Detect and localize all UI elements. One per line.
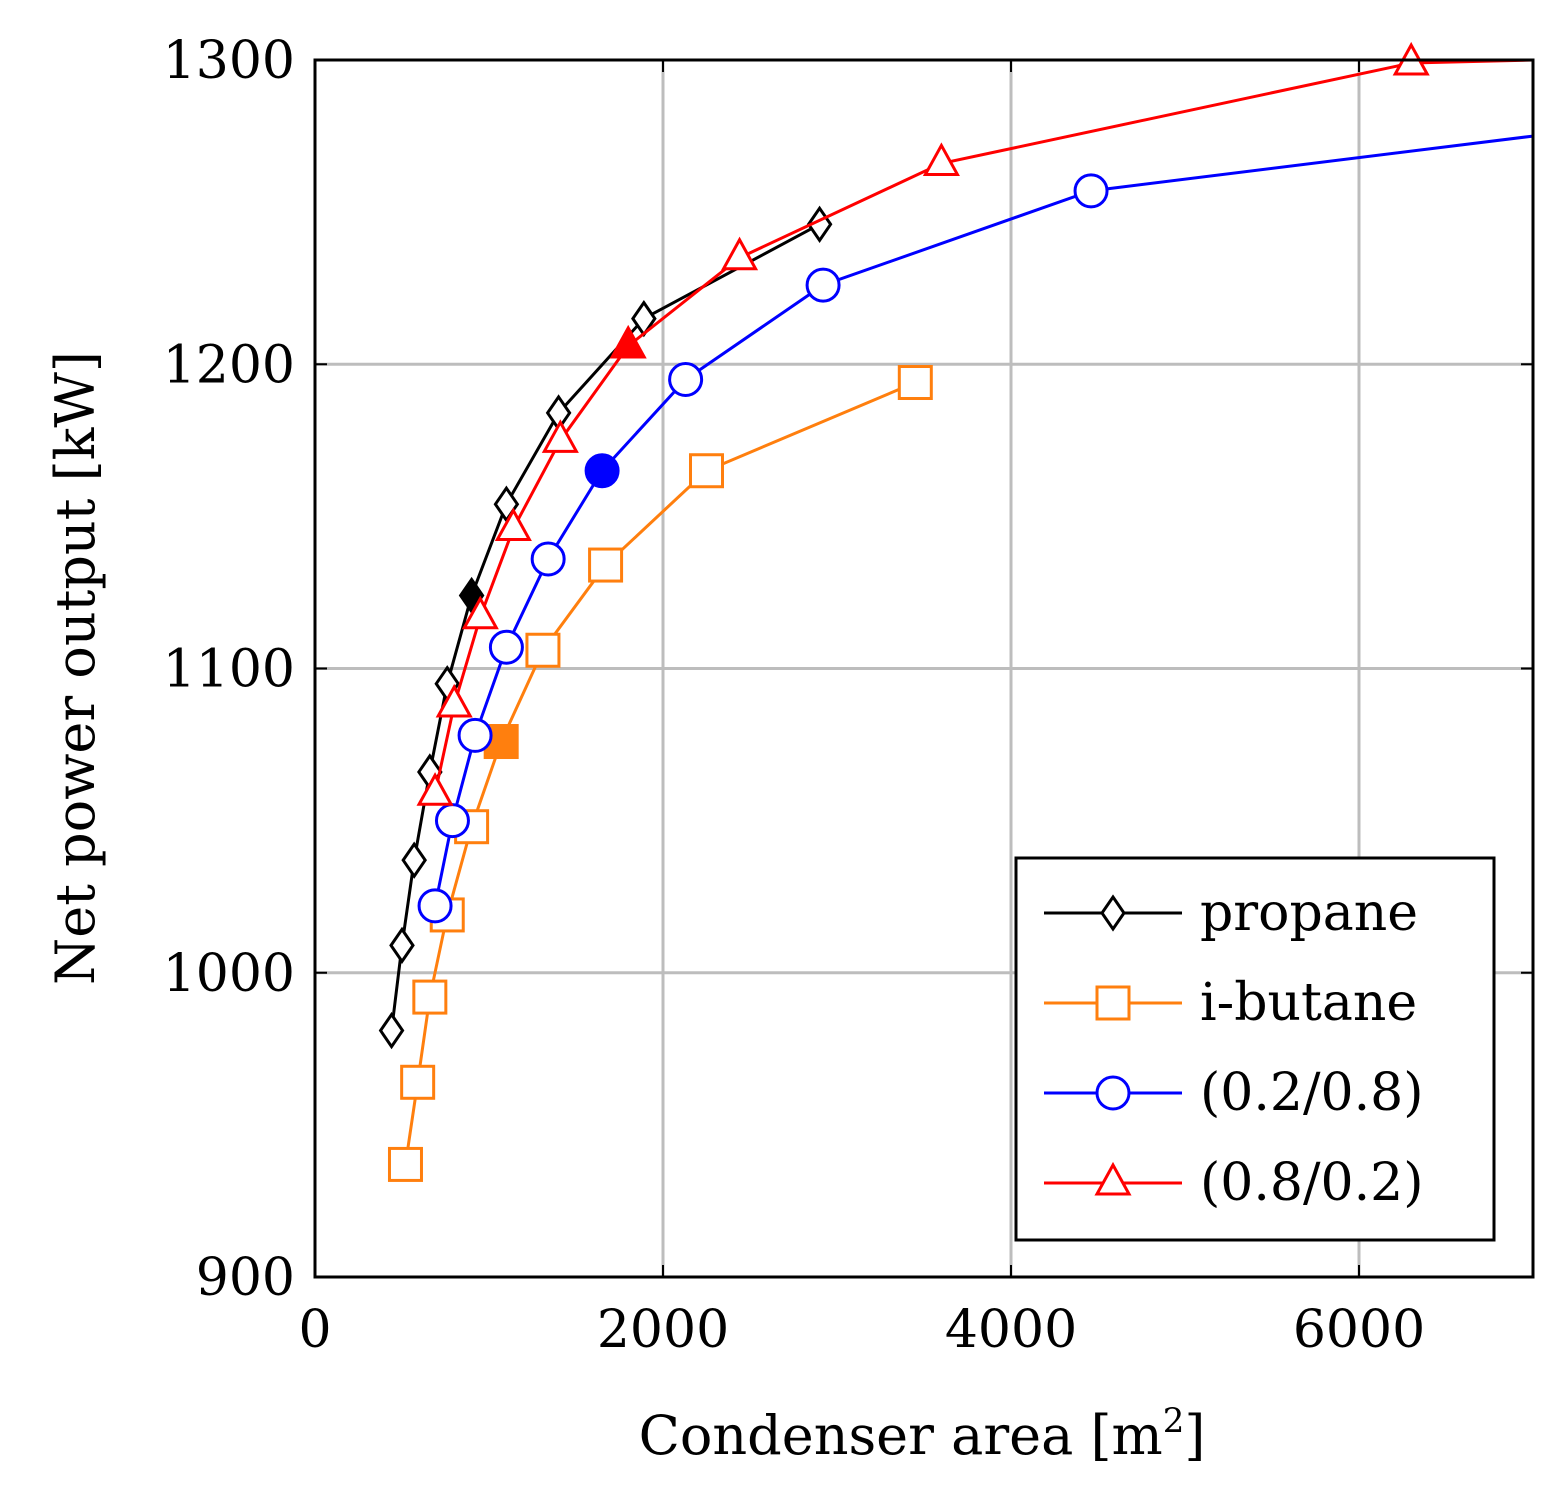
data-point [525, 632, 561, 668]
data-point [588, 547, 624, 583]
data-point [457, 717, 493, 753]
x-axis-label: Condenser area [m2] [639, 1401, 1206, 1467]
data-point [805, 267, 841, 303]
x-tick-label: 6000 [1293, 1300, 1425, 1360]
series-line [433, 134, 1533, 907]
data-point [1073, 173, 1109, 209]
ticks: 0 2000 4000 6000 900 1000 1100 1200 1300 [163, 31, 1533, 1360]
y-tick-label: 1200 [163, 335, 295, 395]
data-point [541, 419, 579, 453]
y-tick-label: 900 [196, 1248, 295, 1308]
data-point [922, 142, 960, 176]
series-line [433, 58, 1533, 794]
y-tick-label: 1300 [163, 31, 295, 91]
data-point [488, 629, 524, 665]
x-tick-label: 0 [298, 1300, 331, 1360]
data-point [631, 299, 657, 338]
legend-box [1014, 856, 1496, 1242]
legend-label: (0.8/0.2) [1200, 1153, 1424, 1213]
legend-label: i-butane [1200, 973, 1417, 1033]
data-point [412, 979, 448, 1015]
data-point [378, 1011, 405, 1050]
y-tick-label: 1000 [163, 944, 295, 1004]
data-point [897, 365, 933, 401]
data-point [689, 453, 724, 489]
series-(0.2/0.8) [417, 134, 1533, 924]
series-line [390, 222, 821, 1031]
y-tick-label: 1100 [163, 640, 295, 700]
y-axis-label: Net power output [kW] [44, 351, 107, 985]
legend-entry: (0.2/0.8) [1044, 1063, 1424, 1123]
data-point [389, 926, 415, 965]
data-point [435, 683, 473, 718]
data-point [721, 236, 759, 271]
data-point [461, 595, 499, 630]
legend-marker [1095, 1075, 1131, 1111]
data-point [434, 803, 470, 839]
legend-entry: (0.8/0.2) [1044, 1153, 1424, 1213]
legend-marker [1094, 1161, 1132, 1196]
series-line [403, 381, 916, 1165]
legend-marker [1100, 894, 1126, 932]
legend-label: (0.2/0.8) [1200, 1063, 1424, 1123]
x-tick-label: 2000 [597, 1300, 729, 1360]
data-point [494, 507, 532, 542]
data-point [387, 1146, 423, 1182]
legend-entry: propane [1044, 883, 1418, 943]
data-point [400, 1064, 436, 1100]
data-point [609, 324, 647, 359]
data-point [416, 772, 454, 806]
x-tick-label: 4000 [945, 1300, 1077, 1360]
series-(0.8/0.2) [416, 41, 1533, 806]
legend-label: propane [1200, 883, 1418, 943]
legend: propane i-butane (0.2/0.8) (0.8/0.2) [1014, 856, 1496, 1242]
legend-marker [1095, 985, 1131, 1021]
data-point [668, 361, 704, 397]
data-point [584, 453, 620, 489]
data-point [401, 841, 428, 879]
grid [315, 60, 1533, 1277]
series-i-butane [387, 365, 933, 1182]
data-point [417, 888, 453, 924]
data-point [530, 541, 566, 577]
legend-entry: i-butane [1044, 973, 1417, 1033]
